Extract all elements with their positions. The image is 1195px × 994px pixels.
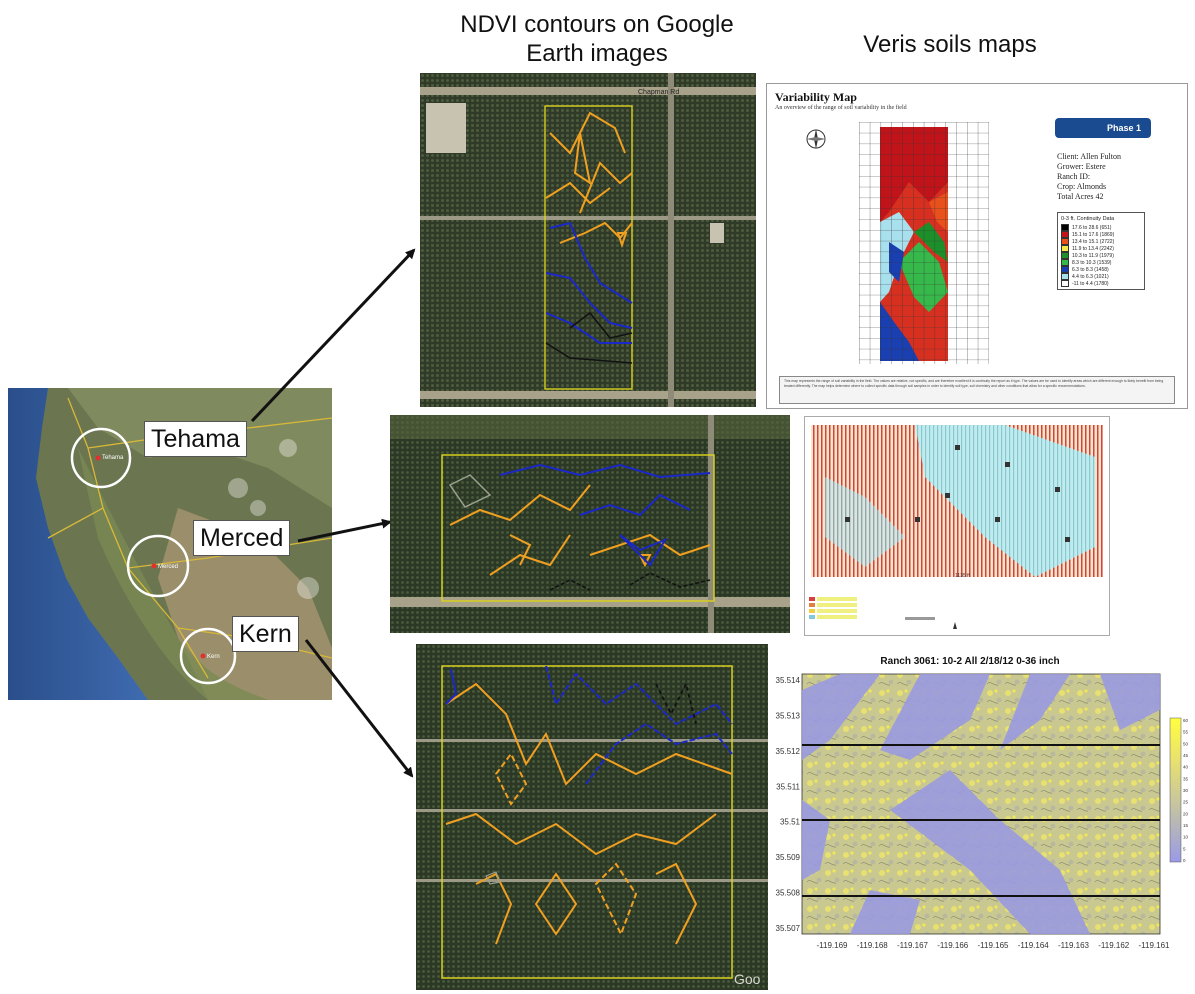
veris-scale-label: 1135 ft (955, 573, 971, 579)
variability-map: Variability Map An overview of the range… (766, 83, 1188, 409)
colorbar-tick-label: 30 (1183, 788, 1189, 793)
legend-swatch (1061, 224, 1069, 231)
variability-legend: 0-3 ft. Continuity Data 17.6 to 28.6 (65… (1057, 212, 1145, 290)
colorbar-tick-label: 10 (1183, 835, 1189, 840)
legend-text: 15.1 to 17.6 (1869) (1072, 231, 1115, 238)
label-kern: Kern (232, 616, 299, 652)
legend-item: 10.3 to 11.9 (1979) (1061, 252, 1141, 259)
legend-item: 15.1 to 17.6 (1869) (1061, 231, 1141, 238)
legend-text: 4.4 to 6.3 (1021) (1072, 273, 1109, 280)
legend-swatch (1061, 266, 1069, 273)
legend-text: 10.3 to 11.9 (1979) (1072, 252, 1114, 259)
compass-icon (805, 128, 827, 150)
legend-item: 17.6 to 28.6 (651) (1061, 224, 1141, 231)
y-tick-label: 35.514 (776, 676, 801, 685)
x-tick-label: -119.169 (817, 941, 849, 950)
legend-item: -11 to 4.4 (1780) (1061, 280, 1141, 287)
ndvi-map-tehama: Chapman Rd (420, 73, 756, 407)
colorbar-tick-label: 15 (1183, 823, 1189, 828)
colorbar-tick-label: 40 (1183, 765, 1189, 770)
info-client: Client: Allen Fulton (1057, 152, 1122, 161)
phase-badge: Phase 1 (1055, 118, 1151, 138)
phase-badge-label: Phase 1 (1106, 123, 1141, 133)
ndvi-heading: NDVI contours on Google Earth images (460, 11, 734, 67)
y-tick-label: 35.507 (776, 924, 801, 933)
colorbar-tick-label: 25 (1183, 800, 1189, 805)
kern-y-axis: 35.514 35.513 35.512 35.511 35.51 35.509 35.50… (776, 676, 801, 933)
label-merced: Merced (193, 520, 291, 556)
legend-text: 11.9 to 13.4 (2242) (1072, 245, 1114, 252)
x-tick-label: -119.164 (1018, 941, 1050, 950)
map-label-kern: Kern (207, 654, 220, 660)
variability-map-title: Variability Map (775, 90, 857, 104)
colorbar-tick-label: 50 (1183, 741, 1189, 746)
veris-heading: Veris soils maps (863, 31, 1037, 58)
map-label-tehama: Tehama (102, 455, 124, 461)
ndvi-map-merced (390, 415, 790, 633)
legend-text: 8.3 to 10.3 (1539) (1072, 259, 1112, 266)
legend-items: 17.6 to 28.6 (651) 15.1 to 17.6 (1869) 13.… (1061, 224, 1141, 287)
kern-chart-plot: 35.514 35.513 35.512 35.511 35.51 35.509 35.50… (776, 673, 1189, 950)
legend-swatch (1061, 238, 1069, 245)
variability-grid (859, 122, 989, 364)
x-tick-label: -119.166 (937, 941, 969, 950)
x-tick-label: -119.165 (978, 941, 1010, 950)
legend-swatch (1061, 252, 1069, 259)
legend-text: 6.3 to 8.3 (1458) (1072, 266, 1109, 273)
legend-swatch (1061, 273, 1069, 280)
label-tehama: Tehama (144, 421, 247, 457)
colorbar-tick-label: 60 (1183, 718, 1189, 723)
legend-swatch (1061, 259, 1069, 266)
legend-text: -11 to 4.4 (1780) (1072, 280, 1109, 287)
x-tick-label: -119.167 (897, 941, 929, 950)
legend-swatch (1061, 231, 1069, 238)
colorbar-tick-label: 20 (1183, 811, 1189, 816)
x-tick-label: -119.162 (1098, 941, 1130, 950)
variability-info: Client: Allen Fulton Grower: Estere Ranc… (1057, 152, 1121, 202)
map-label-merced: Merced (158, 564, 178, 570)
variability-footer: This map represents the range of soil va… (779, 376, 1175, 404)
x-tick-label: -119.161 (1139, 941, 1171, 950)
y-tick-label: 35.512 (776, 747, 801, 756)
legend-item: 4.4 to 6.3 (1021) (1061, 273, 1141, 280)
footer-text: This map represents the range of soil va… (784, 379, 1164, 388)
variability-map-subtitle: An overview of the range of soil variabi… (775, 105, 907, 111)
veris-map-merced: 1135 ft (804, 416, 1110, 636)
colorbar-tick-label: 45 (1183, 753, 1189, 758)
ndvi-map-kern: Goo (416, 644, 768, 990)
legend-title: 0-3 ft. Continuity Data (1061, 216, 1115, 222)
legend-swatch (1061, 245, 1069, 252)
colorbar-tick-label: 5 (1183, 846, 1186, 851)
legend-item: 11.9 to 13.4 (2242) (1061, 245, 1141, 252)
legend-item: 13.4 to 15.1 (2722) (1061, 238, 1141, 245)
y-tick-label: 35.508 (776, 889, 801, 898)
kern-soil-chart: Ranch 3061: 10-2 All 2/18/12 0-36 inch (770, 656, 1190, 988)
colorbar-tick-label: 35 (1183, 776, 1189, 781)
colorbar-tick-label: 0 (1183, 858, 1186, 863)
info-ranch: Ranch ID: (1057, 172, 1091, 181)
x-tick-label: -119.168 (857, 941, 889, 950)
legend-item: 6.3 to 8.3 (1458) (1061, 266, 1141, 273)
road-label: Chapman Rd (638, 89, 679, 96)
y-tick-label: 35.511 (776, 782, 800, 791)
info-crop: Crop: Almonds (1057, 182, 1107, 191)
legend-text: 13.4 to 15.1 (2722) (1072, 238, 1115, 245)
legend-swatch (1061, 280, 1069, 287)
kern-chart-title: Ranch 3061: 10-2 All 2/18/12 0-36 inch (880, 656, 1060, 667)
y-tick-label: 35.513 (776, 711, 801, 720)
y-tick-label: 35.509 (776, 853, 801, 862)
legend-item: 8.3 to 10.3 (1539) (1061, 259, 1141, 266)
google-watermark: Goo (734, 971, 761, 987)
info-grower: Grower: Estere (1057, 162, 1106, 171)
info-acres: Total Acres 42 (1057, 192, 1104, 201)
colorbar-tick-label: 55 (1183, 730, 1189, 735)
x-tick-label: -119.163 (1058, 941, 1090, 950)
legend-text: 17.6 to 28.6 (651) (1072, 224, 1112, 231)
y-tick-label: 35.51 (780, 818, 801, 827)
kern-x-axis: -119.169 -119.168 -119.167 -119.166 -119.165… (817, 941, 1171, 950)
